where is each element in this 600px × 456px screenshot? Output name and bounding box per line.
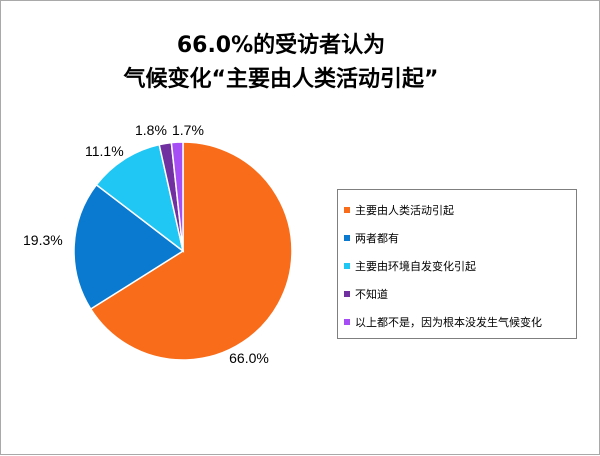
pie-slice-natural-change: [95, 143, 185, 253]
legend-label-none: 以上都不是，因为根本没发生气候变化: [355, 316, 542, 329]
legend-label-both: 两者都有: [355, 232, 399, 245]
legend-item-dont-know: 不知道: [344, 280, 576, 308]
data-label-human-activity: 66.0%: [229, 350, 269, 366]
chart-title: 66.0%的受访者认为 气候变化“主要由人类活动引起”: [1, 29, 561, 97]
legend-swatch-both: [344, 235, 350, 241]
data-label-dont-know: 1.8%: [135, 122, 167, 138]
data-label-natural-change: 11.1%: [85, 143, 124, 159]
legend-item-human-activity: 主要由人类活动引起: [344, 196, 576, 224]
legend-swatch-natural-change: [344, 263, 350, 269]
legend-swatch-human-activity: [344, 207, 350, 213]
legend-item-natural-change: 主要由环境自发变化引起: [344, 252, 576, 280]
chart-title-line-2: 气候变化“主要由人类活动引起”: [123, 67, 439, 92]
legend-swatch-dont-know: [344, 291, 350, 297]
legend: 主要由人类活动引起 两者都有 主要由环境自发变化引起 不知道 以上都不是，因为根…: [337, 189, 577, 339]
data-label-both: 19.3%: [23, 232, 63, 248]
legend-swatch-none: [344, 319, 350, 325]
legend-item-none: 以上都不是，因为根本没发生气候变化: [344, 308, 576, 336]
chart-title-line-1: 66.0%的受访者认为: [176, 33, 386, 58]
legend-item-both: 两者都有: [344, 224, 576, 252]
legend-label-human-activity: 主要由人类活动引起: [355, 204, 454, 217]
legend-label-dont-know: 不知道: [355, 288, 388, 301]
pie-slice-none: [170, 141, 184, 252]
data-label-none: 1.7%: [172, 122, 204, 138]
pie-slice-human-activity: [89, 141, 293, 361]
pie-slice-both: [73, 183, 185, 311]
legend-label-natural-change: 主要由环境自发变化引起: [355, 260, 476, 273]
